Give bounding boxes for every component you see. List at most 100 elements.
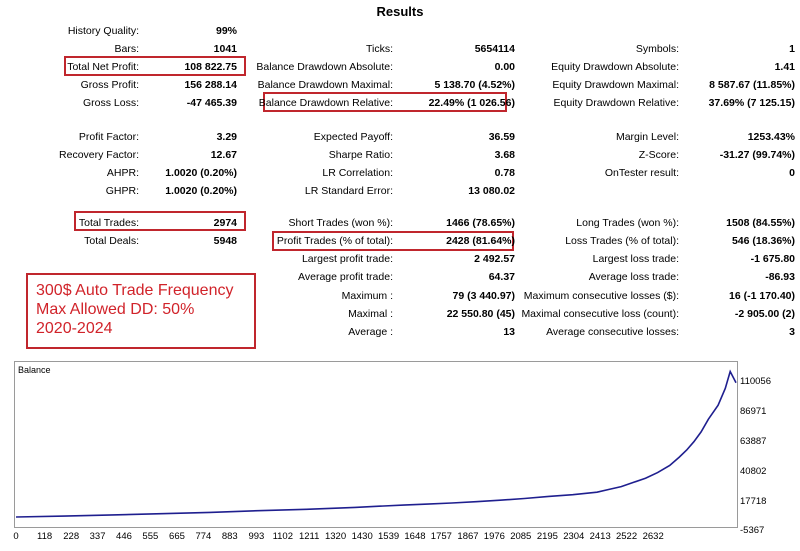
ontester-result-label: OnTester result: [604,167,679,179]
ticks-label: Ticks: [365,43,393,55]
maximal-consecutive-profit-label: Maximal : [348,308,393,320]
x-tick-label: 774 [195,531,212,542]
x-tick-label: 2413 [589,531,611,542]
x-tick-label: 2522 [615,531,638,542]
x-tick-label: 555 [142,531,159,542]
note-line-3: 2020-2024 [36,320,113,337]
ahpr-value: 1.0020 (0.20%) [165,167,237,179]
average-loss-trade-value: -86.93 [765,271,795,283]
expected-payoff-label: Expected Payoff: [313,131,393,143]
lr-correlation-value: 0.78 [494,167,515,179]
total-net-profit-highlight [64,56,246,76]
margin-level-label: Margin Level: [615,131,679,143]
x-tick-label: 0 [13,531,19,542]
bars-label: Bars: [114,43,139,55]
total-net-profit-value: 108 822.75 [184,61,237,73]
note-line-1: 300$ Auto Trade Frequency [36,282,234,299]
x-tick-label: 1430 [351,531,373,542]
lr-correlation-label: LR Correlation: [322,167,393,179]
strategy-note-box: 300$ Auto Trade Frequency Max Allowed DD… [26,273,256,349]
lr-standard-error-label: LR Standard Error: [304,185,393,197]
maximum-consecutive-wins-label: Maximum : [341,290,393,302]
sharpe-ratio-label: Sharpe Ratio: [328,149,393,161]
ghpr-value: 1.0020 (0.20%) [165,185,237,197]
history-quality-label: History Quality: [67,25,139,37]
loss-trades-label: Loss Trades (% of total): [565,235,679,247]
y-tick-label: 17718 [740,496,767,507]
x-tick-label: 2304 [563,531,585,542]
max-consecutive-losses-label: Maximum consecutive losses ($): [523,290,679,302]
z-score-value: -31.27 (99.74%) [719,149,795,161]
results-title: Results [376,4,424,19]
balance-chart [14,361,738,528]
history-quality-value: 99% [215,25,237,37]
total-deals-value: 5948 [213,235,237,247]
gross-profit-label: Gross Profit: [80,79,139,91]
y-tick-label: -5367 [740,525,765,536]
x-tick-label: 446 [116,531,132,542]
balance-dd-abs-value: 0.00 [494,61,515,73]
maximal-consecutive-profit-value: 22 550.80 (45) [446,308,515,320]
symbols-label: Symbols: [635,43,679,55]
x-tick-label: 1976 [483,531,505,542]
x-tick-label: 883 [221,531,238,542]
x-tick-label: 1211 [298,531,320,542]
max-consecutive-losses-value: 16 (-1 170.40) [729,290,795,302]
total-trades-highlight [74,211,246,231]
gross-loss-value: -47 465.39 [186,97,237,109]
recovery-factor-label: Recovery Factor: [59,149,139,161]
largest-loss-trade-value: -1 675.80 [750,253,795,265]
x-tick-label: 1102 [272,531,293,542]
equity-dd-max-label: Equity Drawdown Maximal: [552,79,679,91]
largest-loss-trade-label: Largest loss trade: [592,253,679,265]
ahpr-label: AHPR: [106,167,139,179]
profit-trades-label: Profit Trades (% of total): [276,235,393,247]
loss-trades-value: 546 (18.36%) [731,235,795,247]
x-tick-label: 118 [36,531,53,542]
margin-level-value: 1253.43% [747,131,795,143]
gross-loss-label: Gross Loss: [82,97,139,109]
recovery-factor-value: 12.67 [210,149,237,161]
ghpr-label: GHPR: [105,185,139,197]
balance-dd-abs-label: Balance Drawdown Absolute: [256,61,393,73]
balance-series-line [15,369,737,518]
total-trades-value: 2974 [213,217,237,229]
x-tick-label: 337 [89,531,106,542]
equity-dd-rel-label: Equity Drawdown Relative: [553,97,679,109]
x-tick-label: 1648 [404,531,426,542]
profit-factor-value: 3.29 [216,131,237,143]
profit-trades-value: 2428 (81.64%) [446,235,515,247]
short-trades-value: 1466 (78.65%) [446,217,515,229]
equity-dd-rel-value: 37.69% (7 125.15) [708,97,795,109]
equity-dd-abs-value: 1.41 [774,61,795,73]
note-line-2: Max Allowed DD: 50% [36,301,195,318]
y-tick-label: 110056 [740,376,771,387]
x-tick-label: 2195 [536,531,558,542]
x-tick-label: 228 [63,531,80,542]
chart-title: Balance [18,365,51,375]
ticks-value: 5654114 [474,43,515,55]
balance-dd-rel-value: 22.49% (1 026.56) [428,97,515,109]
gross-profit-value: 156 288.14 [184,79,237,91]
y-tick-label: 63887 [740,436,767,447]
average-loss-trade-label: Average loss trade: [588,271,679,283]
lr-standard-error-value: 13 080.02 [468,185,515,197]
x-tick-label: 993 [248,531,265,542]
y-tick-label: 86971 [740,406,767,417]
largest-profit-trade-label: Largest profit trade: [301,253,393,265]
long-trades-label: Long Trades (won %): [576,217,679,229]
x-tick-label: 2632 [642,531,664,542]
short-trades-label: Short Trades (won %): [288,217,393,229]
z-score-label: Z-Score: [638,149,679,161]
symbols-value: 1 [789,43,795,55]
expected-payoff-value: 36.59 [488,131,515,143]
total-net-profit-label: Total Net Profit: [67,61,139,73]
largest-profit-trade-value: 2 492.57 [474,253,515,265]
x-tick-label: 1539 [378,531,400,542]
total-trades-label: Total Trades: [78,217,139,229]
equity-dd-abs-label: Equity Drawdown Absolute: [551,61,679,73]
balance-dd-rel-label: Balance Drawdown Relative: [258,97,393,109]
balance-dd-rel-highlight [263,92,507,112]
total-deals-label: Total Deals: [84,235,139,247]
